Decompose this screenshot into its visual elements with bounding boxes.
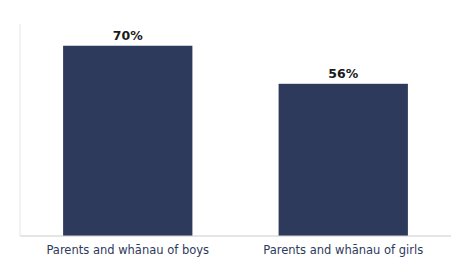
data-label: 70% — [113, 28, 143, 43]
chart-container: Parents and whānau of boys Parents and wh… — [0, 0, 471, 270]
x-tick-label: Parents and whānau of boys — [46, 243, 209, 257]
chart-svg: Parents and whānau of boys Parents and wh… — [0, 0, 471, 270]
bar — [279, 84, 408, 236]
data-label: 56% — [328, 66, 358, 81]
x-tick-label: Parents and whānau of girls — [263, 243, 423, 257]
y-axis-line — [20, 24, 21, 236]
bar — [63, 46, 192, 236]
bars — [63, 46, 408, 236]
x-axis-line — [20, 236, 451, 237]
